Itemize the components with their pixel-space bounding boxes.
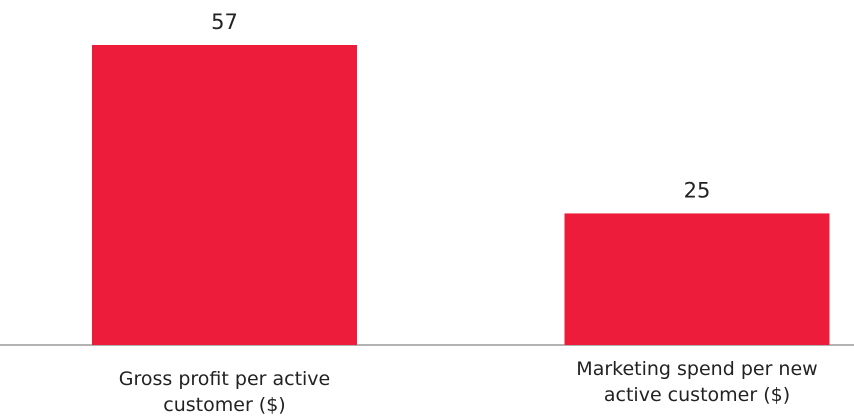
bar <box>92 45 357 345</box>
data-label: 25 <box>684 178 711 202</box>
x-tick-label: Marketing spend per new active customer … <box>576 358 818 406</box>
bar <box>564 213 830 345</box>
data-label: 57 <box>211 10 238 34</box>
x-tick-label: Gross profit per active customer ($) <box>118 368 331 416</box>
